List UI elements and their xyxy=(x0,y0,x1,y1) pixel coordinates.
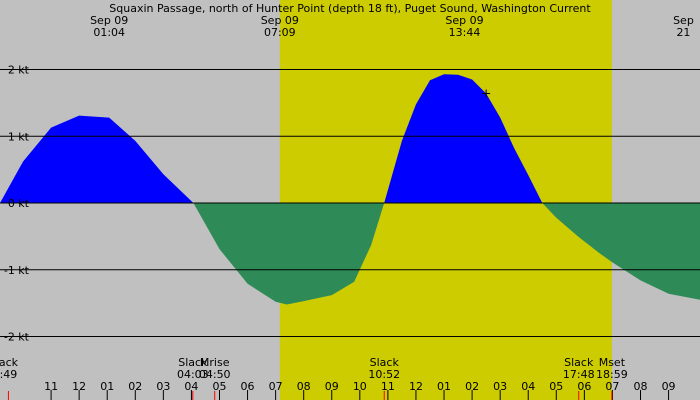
event-time-label: 17:48 xyxy=(563,368,595,381)
top-time-label: 21 xyxy=(676,26,690,39)
event-name-label: Slack xyxy=(178,356,208,369)
top-date-label: Sep 09 xyxy=(90,14,128,27)
y-tick-label: -1 kt xyxy=(4,264,30,277)
hour-tick-label: 02 xyxy=(128,380,142,393)
y-tick-label: 0 kt xyxy=(8,197,30,210)
event-name-label: Mset xyxy=(599,356,626,369)
hour-tick-label: 09 xyxy=(662,380,676,393)
hour-tick-label: 11 xyxy=(381,380,395,393)
hour-tick-label: 12 xyxy=(409,380,423,393)
event-name-label: ack xyxy=(0,356,19,369)
hour-tick-label: 08 xyxy=(633,380,647,393)
current-time-marker xyxy=(482,89,491,98)
hour-tick-label: 01 xyxy=(100,380,114,393)
hour-tick-label: 07 xyxy=(605,380,619,393)
hour-tick-label: 04 xyxy=(521,380,535,393)
hour-tick-label: 05 xyxy=(212,380,226,393)
event-name-label: Mrise xyxy=(200,356,230,369)
event-time-label: 04:03 xyxy=(177,368,209,381)
hour-tick-label: 11 xyxy=(44,380,58,393)
hour-tick-label: 04 xyxy=(184,380,198,393)
ebb-area xyxy=(0,203,700,305)
event-time-label: 10:52 xyxy=(368,368,400,381)
top-time-label: 01:04 xyxy=(93,26,125,39)
top-date-label: Sep 09 xyxy=(261,14,299,27)
y-tick-label: -2 kt xyxy=(4,331,30,344)
hour-tick-label: 07 xyxy=(269,380,283,393)
hour-tick-label: 03 xyxy=(493,380,507,393)
event-time-label: 18:59 xyxy=(596,368,628,381)
chart-title: Squaxin Passage, north of Hunter Point (… xyxy=(109,2,591,15)
y-tick-label: 1 kt xyxy=(8,130,30,143)
top-date-label: Sep 09 xyxy=(445,14,483,27)
hour-tick-label: 01 xyxy=(437,380,451,393)
hour-tick-label: 12 xyxy=(72,380,86,393)
top-time-label: 13:44 xyxy=(449,26,481,39)
event-time-label: :49 xyxy=(0,368,17,381)
flood-area xyxy=(0,74,700,203)
hour-tick-label: 05 xyxy=(549,380,563,393)
hour-tick-label: 10 xyxy=(353,380,367,393)
hour-tick-label: 06 xyxy=(241,380,255,393)
event-time-label: 04:50 xyxy=(199,368,231,381)
event-name-label: Slack xyxy=(370,356,400,369)
top-time-label: 07:09 xyxy=(264,26,296,39)
hour-tick-label: 06 xyxy=(577,380,591,393)
hour-tick-label: 08 xyxy=(297,380,311,393)
y-tick-label: 2 kt xyxy=(8,64,30,77)
hour-tick-label: 03 xyxy=(156,380,170,393)
hour-tick-label: 02 xyxy=(465,380,479,393)
top-date-label: Sep xyxy=(673,14,694,27)
event-name-label: Slack xyxy=(564,356,594,369)
hour-tick-label: 09 xyxy=(325,380,339,393)
